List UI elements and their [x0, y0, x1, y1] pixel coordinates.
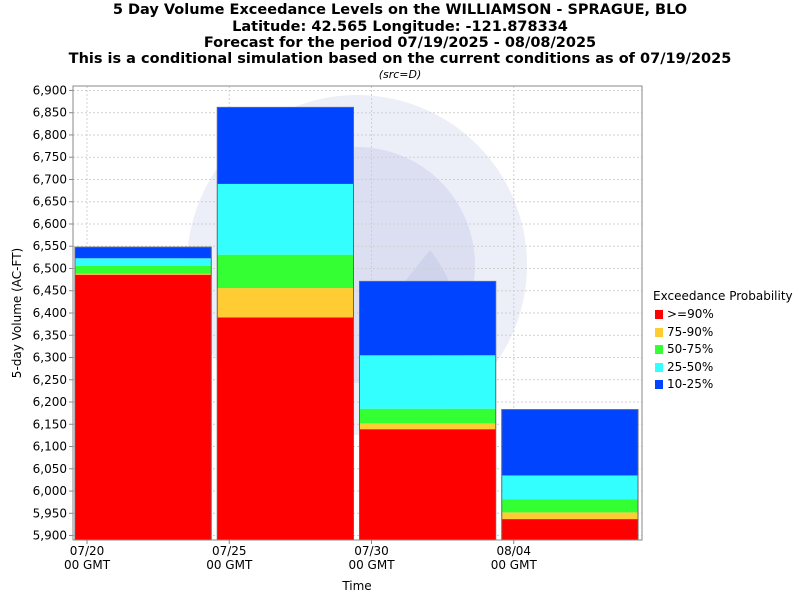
bar-segment-3-col-3 [359, 408, 496, 424]
x-tick-label-date: 07/30 [354, 544, 389, 558]
bar-segment-5-col-1 [75, 247, 212, 259]
legend-swatch [655, 380, 663, 389]
bar-segment-4-col-1 [75, 258, 212, 266]
legend-item: 10-25% [653, 376, 793, 394]
x-tick-label-date: 07/25 [212, 544, 247, 558]
chart-subtitle: (src=D) [378, 68, 422, 81]
chart-title-line-1: 5 Day Volume Exceedance Levels on the WI… [112, 2, 688, 18]
y-tick-label: 6,700 [33, 172, 67, 186]
axes: 5,900 5,950 6,000 6,050 6,100 6,150 6,200 6,250… [33, 83, 643, 572]
bar-segment-5-col-3 [359, 281, 496, 356]
x-tick-label-date: 07/20 [70, 544, 105, 558]
bar-segment-1-col-3 [359, 429, 496, 540]
x-axis-label: Time [341, 579, 371, 593]
legend-label: 50-75% [667, 342, 714, 356]
legend-swatch [655, 362, 663, 372]
y-tick-label: 6,300 [33, 351, 67, 365]
bar-segment-4-col-4 [501, 475, 638, 500]
bar-segment-2-col-3 [359, 423, 496, 430]
y-tick-label: 6,400 [33, 306, 67, 320]
y-axis-label: 5-day Volume (AC-FT) [10, 248, 24, 378]
bar-segment-5-col-2 [217, 107, 354, 184]
bar-segment-4-col-2 [217, 183, 354, 255]
chart-title-line-2: Latitude: 42.565 Longitude: -121.878334 [232, 19, 568, 35]
grid-lines [73, 86, 642, 540]
legend-label: >=90% [667, 307, 714, 321]
bar-segment-3-col-1 [75, 265, 212, 274]
bar-segment-5-col-4 [501, 409, 638, 476]
y-tick-label: 6,550 [33, 239, 67, 253]
legend-label: 75-90% [667, 324, 714, 339]
bar-segment-2-col-4 [501, 512, 638, 520]
legend: Exceedance Probability >=90% 75-90% 50-75%… [653, 289, 793, 394]
y-tick-label: 6,450 [33, 284, 67, 298]
legend-item: >=90% [653, 306, 793, 324]
legend-item: 75-90% [653, 324, 793, 342]
x-tick-label-gmt: 00 GMT [348, 558, 395, 572]
legend-item: 50-75% [653, 341, 793, 359]
legend-items: >=90% 75-90% 50-75% 25-50% 10-25% [653, 306, 793, 394]
legend-swatch [655, 310, 663, 319]
legend-item: 25-50% [653, 359, 793, 377]
legend-swatch [655, 345, 663, 354]
y-tick-label: 6,250 [33, 373, 67, 387]
bar-segment-3-col-4 [501, 499, 638, 513]
bar-segment-1-col-2 [217, 317, 354, 540]
y-tick-label: 6,900 [33, 83, 67, 97]
y-tick-label: 6,000 [33, 484, 67, 498]
y-tick-label: 6,750 [33, 150, 67, 164]
bars [74, 106, 639, 541]
chart-title-line-3: Forecast for the period 07/19/2025 - 08/… [203, 35, 597, 51]
y-tick-label: 6,500 [33, 261, 67, 275]
bar-segment-1-col-1 [75, 274, 212, 540]
y-tick-label: 6,850 [33, 106, 67, 120]
y-tick-label: 6,800 [33, 128, 67, 142]
legend-title: Exceedance Probability [653, 289, 793, 303]
bar-segment-3-col-2 [217, 254, 354, 289]
x-tick-label-gmt: 00 GMT [206, 558, 253, 572]
y-tick-label: 6,350 [33, 328, 67, 342]
bar-segment-2-col-2 [217, 288, 354, 318]
bar-segment-4-col-3 [359, 355, 496, 409]
y-tick-label: 5,950 [33, 506, 67, 520]
legend-label: 10-25% [667, 377, 714, 391]
chart-title-line-4: This is a conditional simulation based o… [68, 51, 732, 67]
x-tick-label-date: 08/04 [496, 544, 531, 558]
legend-swatch [655, 327, 663, 337]
legend-label: 25-50% [667, 359, 714, 374]
bar-segment-1-col-4 [501, 519, 638, 540]
x-tick-label-gmt: 00 GMT [64, 558, 111, 572]
y-tick-label: 6,200 [33, 395, 67, 409]
y-tick-label: 6,600 [33, 217, 67, 231]
y-tick-label: 6,150 [33, 417, 67, 431]
x-tick-label-gmt: 00 GMT [491, 558, 538, 572]
bar-segment-2-col-1 [75, 273, 212, 275]
y-tick-label: 6,050 [33, 462, 67, 476]
y-tick-label: 6,100 [33, 440, 67, 454]
y-tick-label: 5,900 [33, 529, 67, 543]
y-tick-label: 6,650 [33, 195, 67, 209]
